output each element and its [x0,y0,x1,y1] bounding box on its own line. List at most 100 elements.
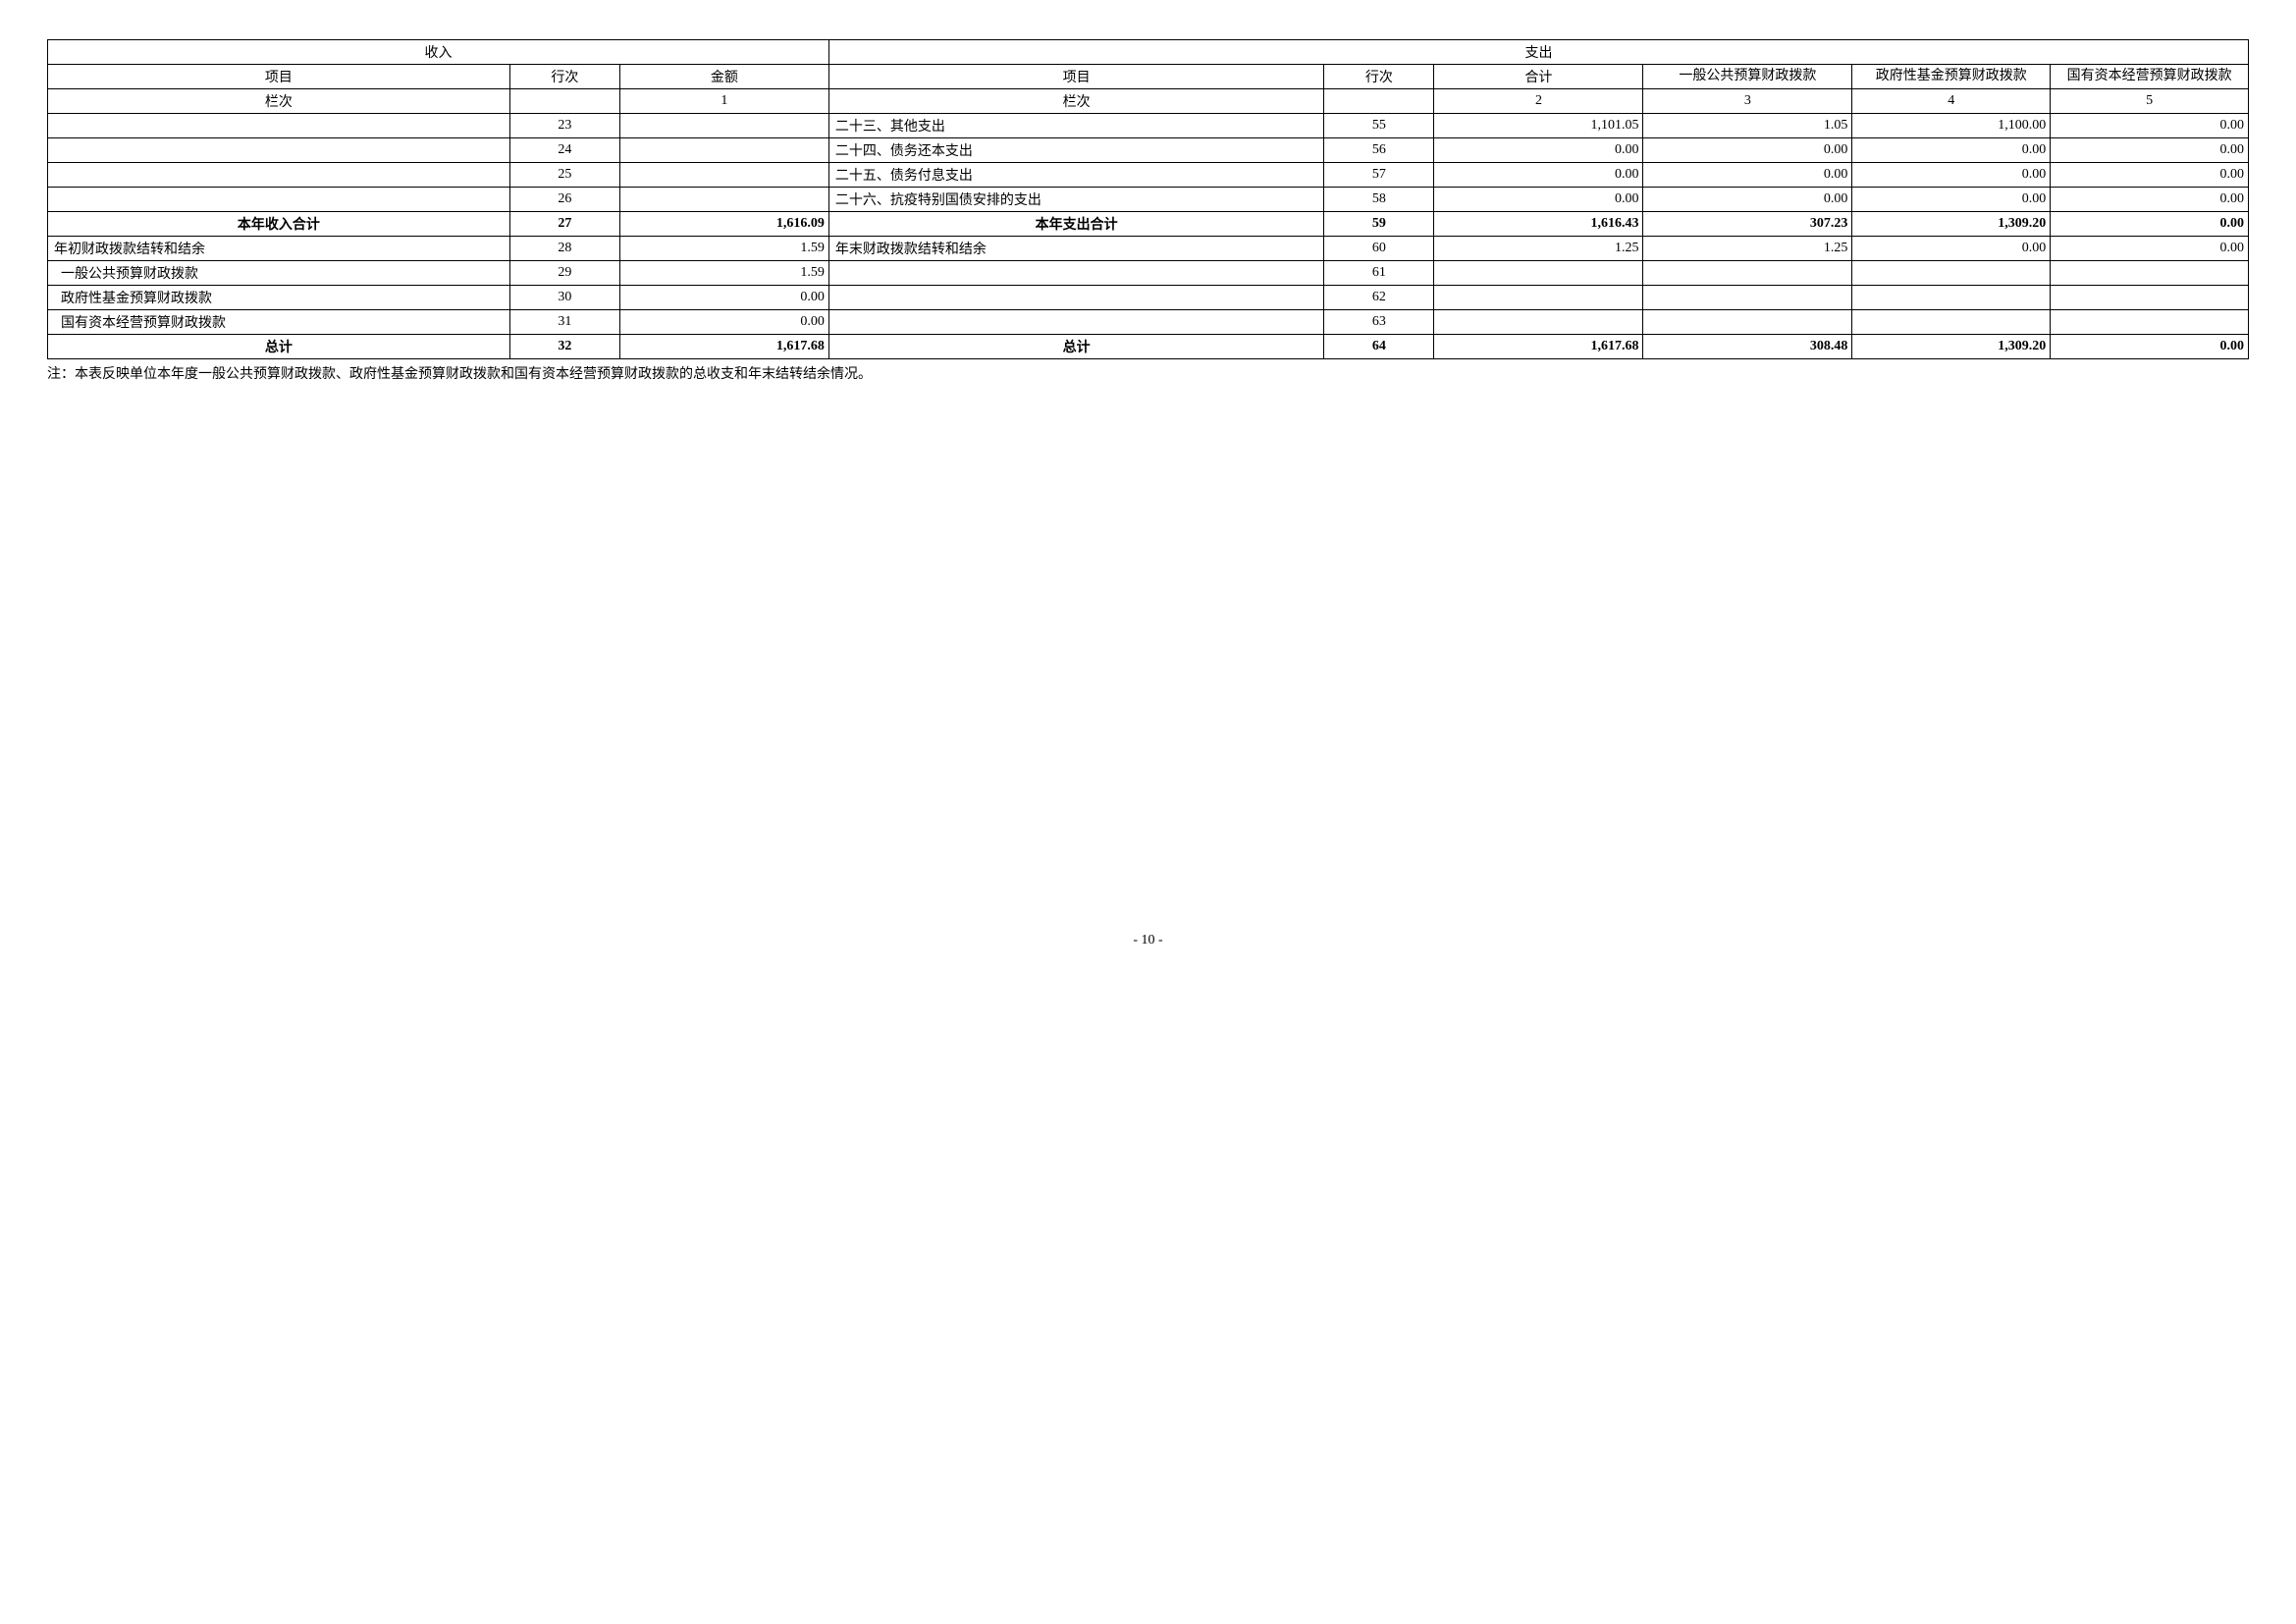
table-cell: 57 [1324,163,1434,188]
header-in-item: 项目 [48,65,510,89]
table-cell [2051,261,2249,286]
table-cell: 0.00 [1852,138,2051,163]
table-cell: 一般公共预算财政拨款 [48,261,510,286]
table-cell: 国有资本经营预算财政拨款 [48,310,510,335]
table-cell: 政府性基金预算财政拨款 [48,286,510,310]
table-cell: 0.00 [619,310,828,335]
table-row: 26二十六、抗疫特别国债安排的支出580.000.000.000.00 [48,188,2249,212]
table-cell: 0.00 [1852,237,2051,261]
table-cell [48,188,510,212]
table-cell: 总计 [828,335,1323,359]
table-cell [1852,286,2051,310]
table-row: 总计321,617.68总计641,617.68308.481,309.200.… [48,335,2249,359]
lanci-n4: 4 [1852,89,2051,114]
table-cell [1643,286,1852,310]
table-row: 24二十四、债务还本支出560.000.000.000.00 [48,138,2249,163]
table-cell: 26 [509,188,619,212]
table-cell: 1,616.09 [619,212,828,237]
table-cell: 0.00 [2051,188,2249,212]
table-cell: 23 [509,114,619,138]
table-cell: 1.05 [1643,114,1852,138]
table-cell: 0.00 [1852,163,2051,188]
table-cell: 0.00 [2051,138,2249,163]
header-out-item: 项目 [828,65,1323,89]
header-expense: 支出 [828,40,2248,65]
table-cell: 二十三、其他支出 [828,114,1323,138]
table-cell: 28 [509,237,619,261]
table-cell [1643,261,1852,286]
table-cell: 二十四、债务还本支出 [828,138,1323,163]
table-cell [828,286,1323,310]
table-cell [619,138,828,163]
table-cell: 58 [1324,188,1434,212]
table-cell [48,138,510,163]
table-cell: 0.00 [2051,212,2249,237]
table-cell: 1,617.68 [1434,335,1643,359]
table-cell: 本年支出合计 [828,212,1323,237]
table-cell: 0.00 [1434,188,1643,212]
table-cell: 二十五、债务付息支出 [828,163,1323,188]
table-cell: 0.00 [2051,163,2249,188]
table-cell: 0.00 [2051,335,2249,359]
table-cell: 64 [1324,335,1434,359]
table-header: 收入 支出 项目 行次 金额 项目 行次 合计 一般公共预算财政拨款 政府性基金… [48,40,2249,114]
table-cell: 308.48 [1643,335,1852,359]
table-cell: 1,616.43 [1434,212,1643,237]
table-row: 25二十五、债务付息支出570.000.000.000.00 [48,163,2249,188]
table-cell: 1.59 [619,261,828,286]
table-cell [828,261,1323,286]
table-cell [828,310,1323,335]
table-cell: 61 [1324,261,1434,286]
table-cell: 年末财政拨款结转和结余 [828,237,1323,261]
table-cell [2051,286,2249,310]
table-cell: 0.00 [1643,138,1852,163]
table-cell [1643,310,1852,335]
table-cell [619,163,828,188]
lanci-n5: 5 [2051,89,2249,114]
table-cell: 55 [1324,114,1434,138]
header-heji: 合计 [1434,65,1643,89]
table-cell: 1,101.05 [1434,114,1643,138]
table-cell: 总计 [48,335,510,359]
table-cell: 30 [509,286,619,310]
table-cell: 0.00 [2051,114,2249,138]
table-cell: 0.00 [619,286,828,310]
header-col-b: 政府性基金预算财政拨款 [1852,65,2051,89]
table-cell [48,114,510,138]
table-cell: 0.00 [1643,163,1852,188]
table-cell: 0.00 [1643,188,1852,212]
table-cell: 27 [509,212,619,237]
table-cell: 32 [509,335,619,359]
header-income: 收入 [48,40,829,65]
table-cell: 1.59 [619,237,828,261]
table-cell: 1,617.68 [619,335,828,359]
table-cell: 1,309.20 [1852,335,2051,359]
table-cell: 0.00 [2051,237,2249,261]
table-row: 年初财政拨款结转和结余281.59年末财政拨款结转和结余601.251.250.… [48,237,2249,261]
table-cell: 0.00 [1852,188,2051,212]
table-cell: 1,309.20 [1852,212,2051,237]
table-cell: 24 [509,138,619,163]
table-cell: 1.25 [1434,237,1643,261]
header-out-row: 行次 [1324,65,1434,89]
table-cell [1852,310,2051,335]
table-cell: 62 [1324,286,1434,310]
table-cell: 年初财政拨款结转和结余 [48,237,510,261]
header-col-c: 国有资本经营预算财政拨款 [2051,65,2249,89]
table-row: 政府性基金预算财政拨款300.00 62 [48,286,2249,310]
table-row: 本年收入合计271,616.09本年支出合计591,616.43307.231,… [48,212,2249,237]
table-cell: 56 [1324,138,1434,163]
table-cell [619,114,828,138]
table-cell: 二十六、抗疫特别国债安排的支出 [828,188,1323,212]
table-cell [1434,286,1643,310]
table-cell: 63 [1324,310,1434,335]
table-cell [1852,261,2051,286]
page-number: - 10 - [47,933,2249,948]
table-cell: 60 [1324,237,1434,261]
table-cell [619,188,828,212]
header-in-row: 行次 [509,65,619,89]
lanci-blank1 [509,89,619,114]
table-cell [1434,261,1643,286]
financial-table: 收入 支出 项目 行次 金额 项目 行次 合计 一般公共预算财政拨款 政府性基金… [47,39,2249,359]
table-body: 23二十三、其他支出551,101.051.051,100.000.0024二十… [48,114,2249,359]
